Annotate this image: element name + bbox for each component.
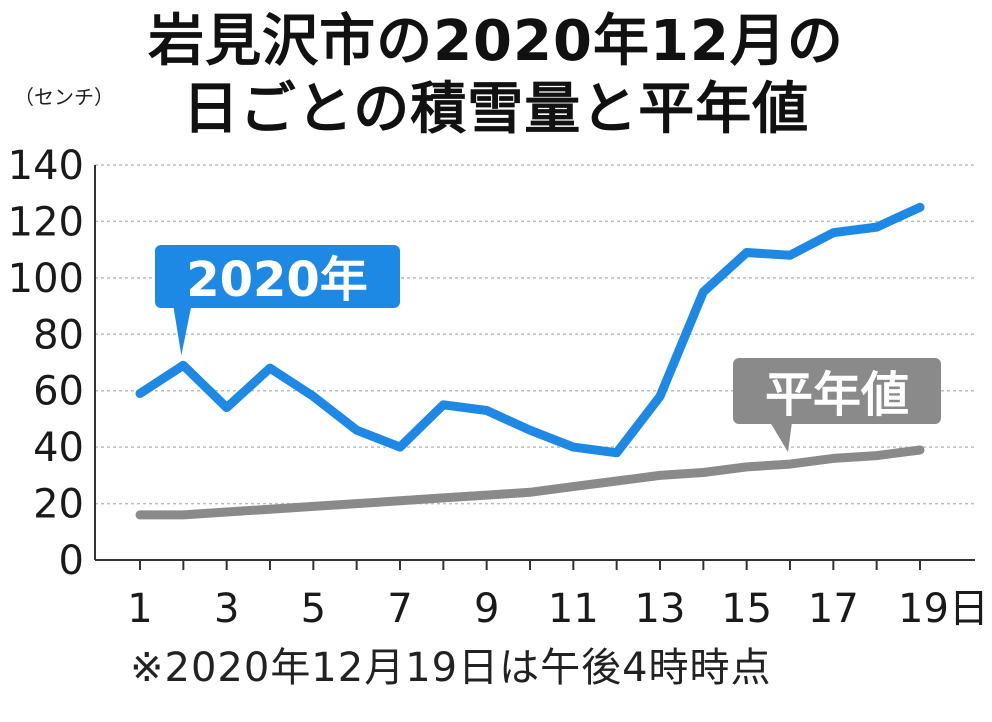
x-tick-label: 7 (387, 586, 412, 632)
series-label-2020: 2020年 (186, 252, 368, 308)
callout-pointer-2020 (173, 306, 192, 356)
x-tick-label: 13 (635, 586, 686, 632)
x-tick-label: 11 (548, 586, 599, 632)
footnote: ※2020年12月19日は午後4時時点 (130, 645, 772, 691)
y-tick-label: 0 (59, 538, 84, 584)
series-line-normal (135, 445, 925, 520)
chart-title-line1: 岩見沢市の2020年12月の (148, 9, 844, 74)
callout-pointer-normal (770, 422, 792, 453)
x-tick-label: 5 (301, 586, 326, 632)
y-tick-label: 60 (33, 369, 84, 415)
y-axis-unit-label: （センチ） (14, 85, 114, 109)
x-tick-label: 3 (214, 586, 239, 632)
y-tick-label: 120 (8, 199, 84, 245)
x-tick-label: 9 (474, 586, 499, 632)
callout-box-2020 (155, 245, 400, 308)
y-tick-label: 80 (33, 312, 84, 358)
callout-box-normal (733, 358, 941, 424)
x-tick-label: 15 (721, 586, 772, 632)
series-label-normal: 平年値 (765, 367, 909, 423)
x-tick-label: 17 (808, 586, 859, 632)
x-tick-label: 1 (127, 586, 152, 632)
y-tick-label: 140 (8, 143, 84, 189)
y-tick-label: 100 (8, 256, 84, 302)
chart-title-line2: 日ごとの積雪量と平年値 (182, 77, 810, 142)
y-tick-label: 40 (33, 425, 84, 471)
y-tick-label: 20 (33, 482, 84, 528)
x-tick-label: 19日 (898, 586, 989, 632)
